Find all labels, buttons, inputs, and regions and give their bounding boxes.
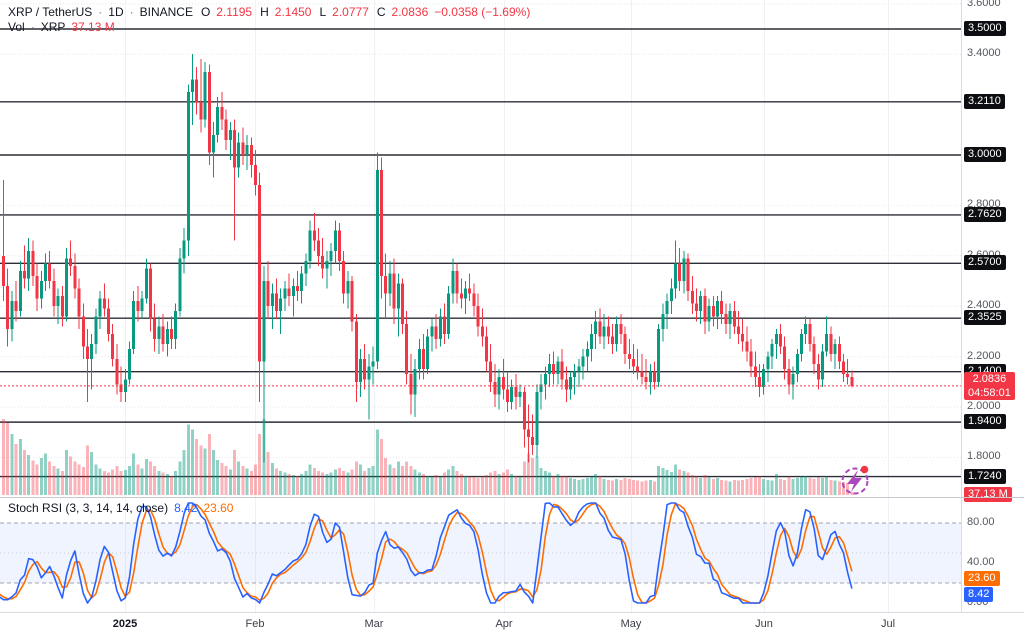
stoch-grid-label: 40.00 — [967, 556, 995, 568]
legend-separator: · — [30, 20, 35, 34]
volume-value: 37.13 M — [71, 20, 115, 34]
price-level-badge: 2.5700 — [964, 255, 1006, 270]
symbol-name[interactable]: XRP / TetherUS — [8, 5, 93, 19]
price-level-badge: 3.2110 — [964, 94, 1005, 109]
low-label: L — [319, 5, 327, 19]
alert-dot — [860, 465, 869, 474]
last-price-badge: 2.0836 04:58:01 — [964, 372, 1015, 400]
price-grid-label: 1.8000 — [967, 450, 1001, 462]
time-axis-separator — [0, 612, 1024, 613]
volume-legend: Vol · XRP 37.13 M — [8, 20, 115, 34]
price-level-badge: 3.5000 — [964, 21, 1006, 36]
price-level-badge: 1.7240 — [964, 469, 1006, 484]
pane-separator[interactable] — [0, 497, 1024, 498]
price-grid-label: 3.6000 — [967, 0, 1001, 9]
stoch-value-badge: 8.42 — [964, 587, 994, 602]
time-axis-label: Jul — [880, 618, 896, 630]
change-value: −0.0358 (−1.69%) — [434, 5, 531, 19]
main-chart[interactable] — [0, 0, 961, 638]
interval-label[interactable]: 1D — [108, 5, 124, 19]
price-level-badge: 3.0000 — [964, 147, 1006, 162]
price-grid-label: 3.4000 — [967, 47, 1001, 59]
price-grid-label: 2.0000 — [967, 400, 1001, 412]
open-value: 2.1195 — [216, 5, 253, 19]
price-grid-label: 2.2000 — [967, 350, 1001, 362]
time-axis-label: Feb — [245, 618, 265, 630]
time-axis-label: Mar — [364, 618, 384, 630]
legend-separator: · — [98, 5, 103, 19]
time-axis-label: Apr — [495, 618, 513, 630]
price-level-badge: 2.7620 — [964, 207, 1006, 222]
volume-symbol: XRP — [40, 20, 66, 34]
close-label: C — [376, 5, 386, 19]
stoch-value-badge: 23.60 — [964, 571, 1000, 586]
open-label: O — [200, 5, 211, 19]
price-grid-label: 2.4000 — [967, 299, 1001, 311]
stoch-grid-label: 80.00 — [967, 516, 995, 528]
flash-alert-icon[interactable] — [841, 465, 869, 495]
high-value: 2.1450 — [274, 5, 312, 19]
legend-separator: · — [129, 5, 134, 19]
time-axis-label: May — [620, 618, 642, 630]
time-axis-label: Jun — [755, 618, 773, 630]
stoch-d-value: 23.60 — [203, 501, 234, 515]
price-level-badge: 1.9400 — [964, 414, 1006, 429]
low-value: 2.0777 — [332, 5, 369, 19]
stoch-rsi-legend: Stoch RSI (3, 3, 14, 14, close) 8.42 23.… — [8, 501, 233, 515]
price-axis[interactable]: 3.60003.40002.80002.60002.40002.20002.00… — [961, 0, 1024, 612]
lightning-bolt-icon — [847, 470, 862, 492]
volume-axis-badge: 37.13 M — [964, 487, 1012, 502]
close-value: 2.0836 — [391, 5, 429, 19]
price-level-badge: 2.3525 — [964, 310, 1006, 325]
stoch-k-value: 8.42 — [174, 501, 198, 515]
volume-label[interactable]: Vol — [8, 20, 25, 34]
stoch-rsi-title[interactable]: Stoch RSI (3, 3, 14, 14, close) — [8, 501, 169, 515]
high-label: H — [260, 5, 269, 19]
time-axis-label: 2025 — [112, 618, 138, 630]
exchange-label[interactable]: BINANCE — [139, 5, 193, 19]
time-axis[interactable]: 2025 Feb Mar Apr May Jun Jul — [0, 612, 1024, 638]
